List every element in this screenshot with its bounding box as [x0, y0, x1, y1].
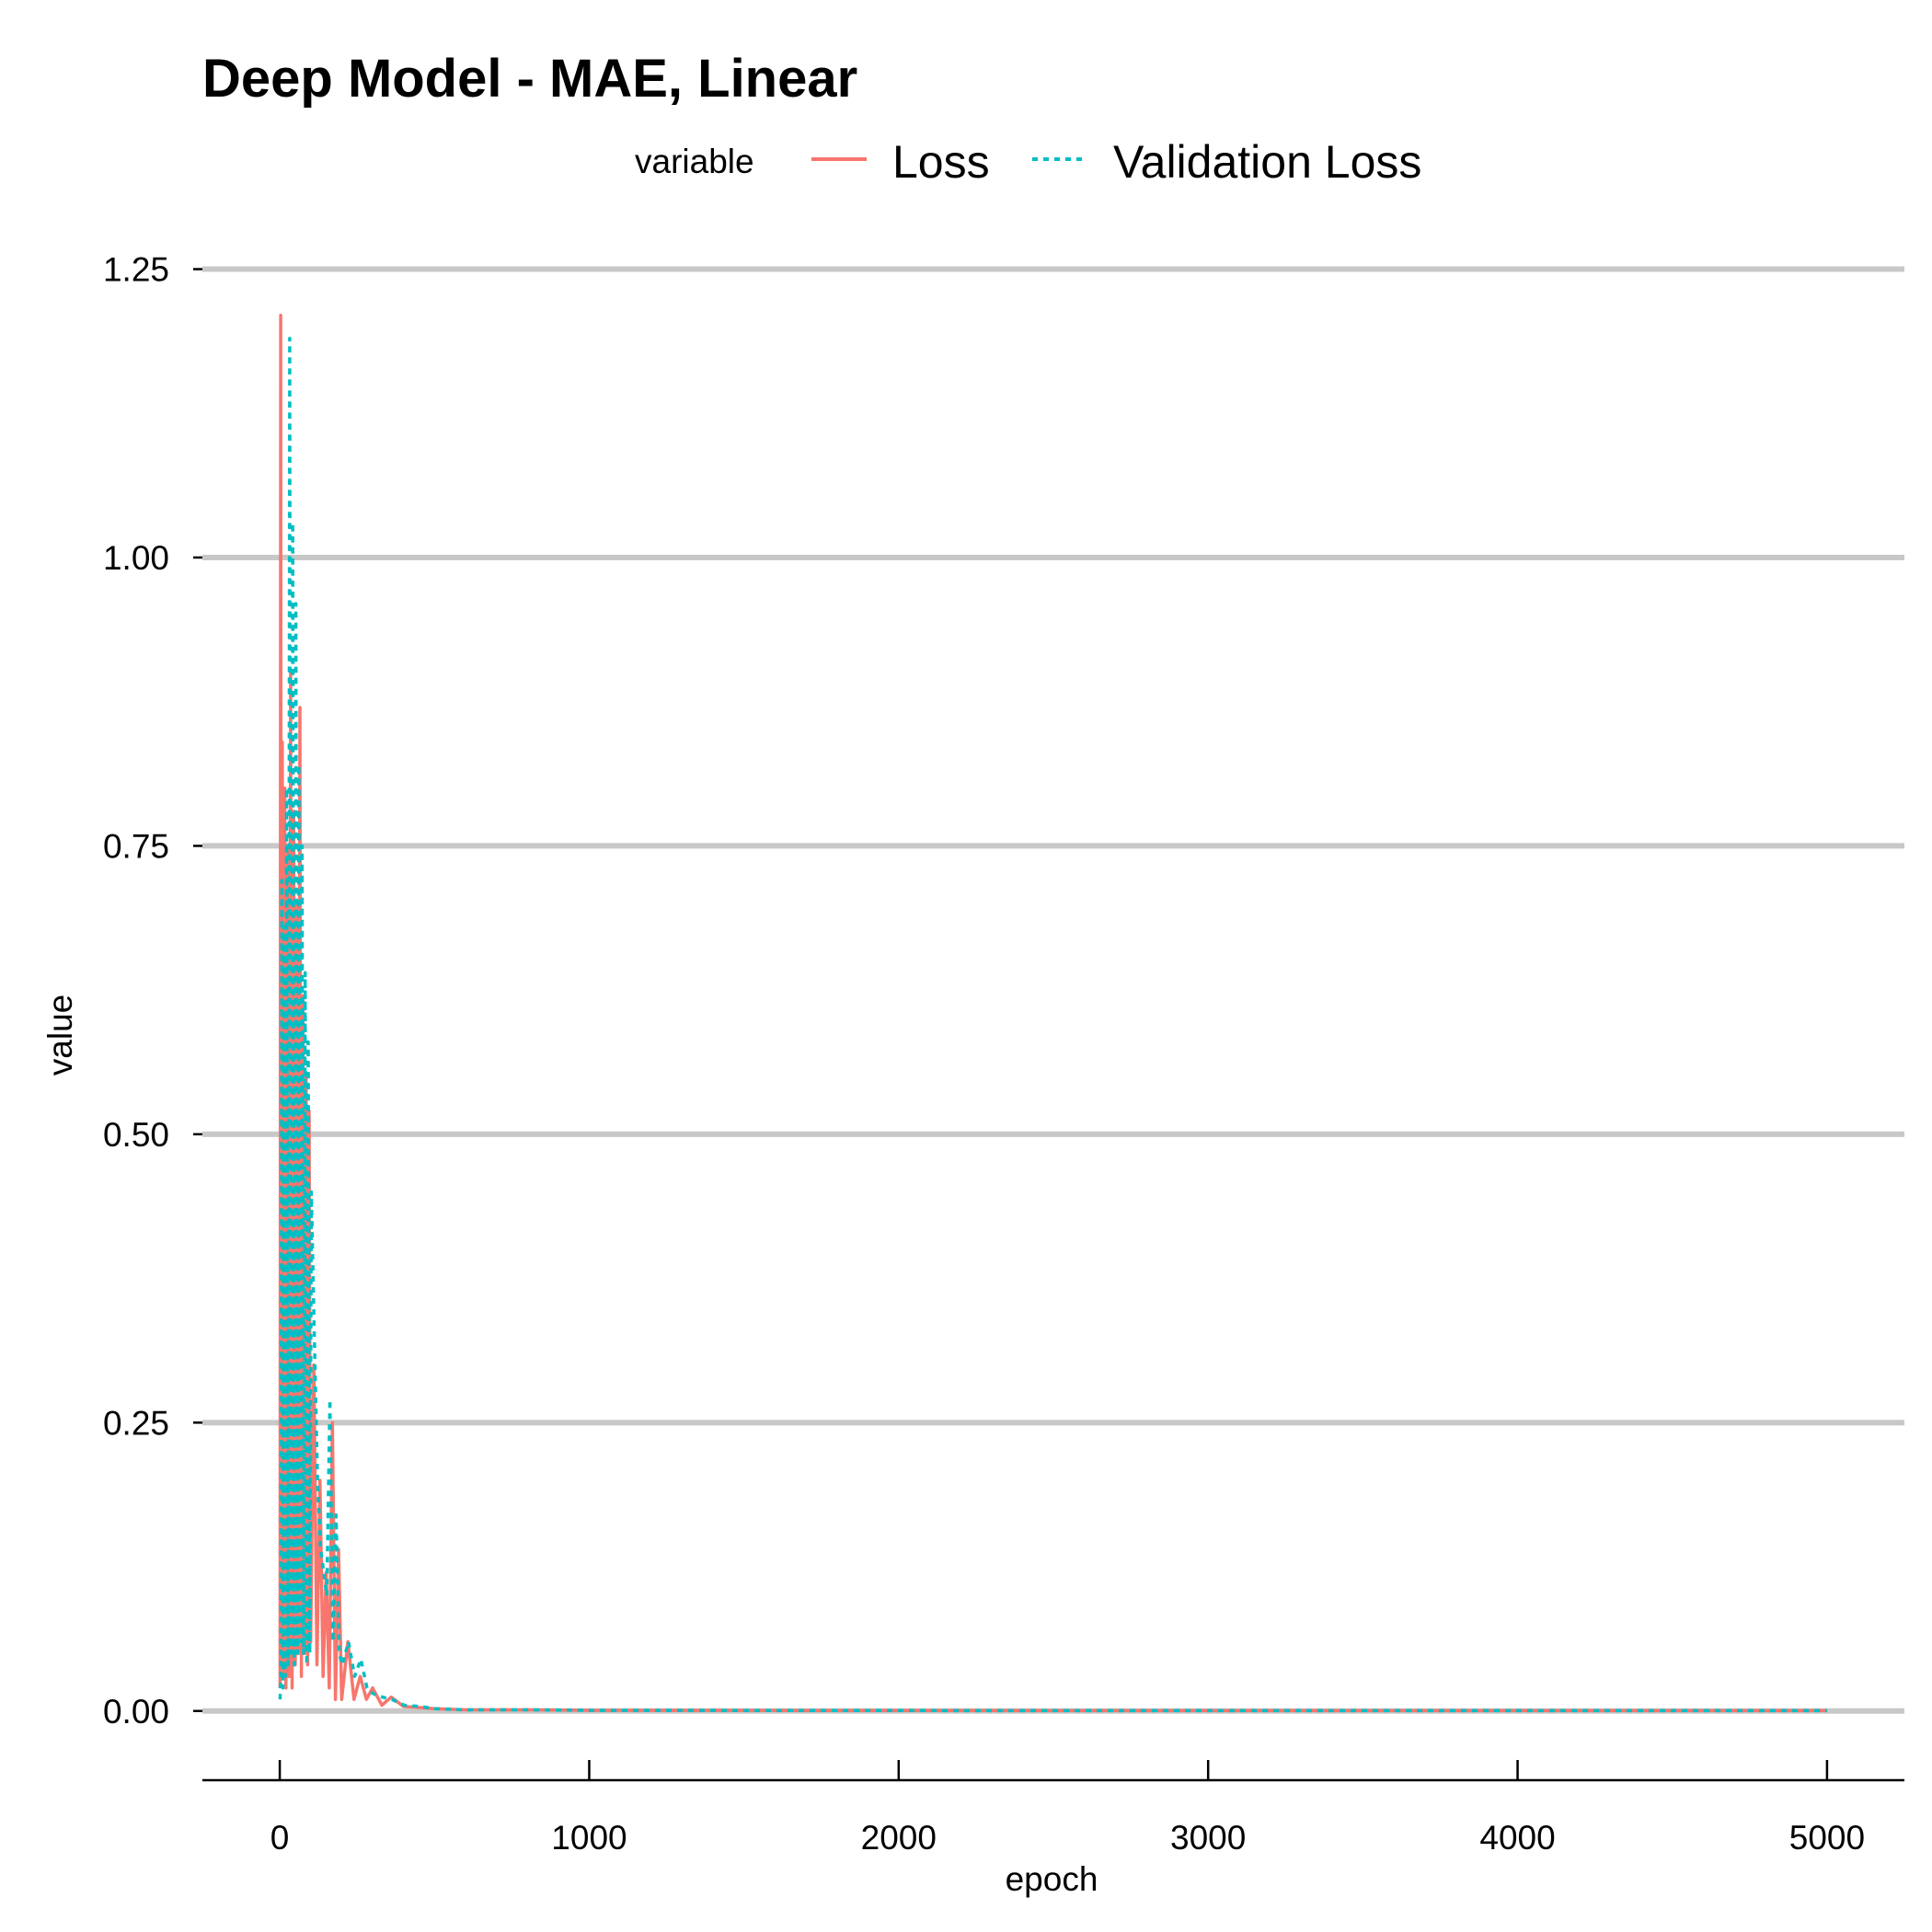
- y-axis: 0.00 0.25 0.50 0.75 1.00 1.25: [103, 251, 169, 1731]
- series-line-loss: [278, 313, 1827, 1713]
- grid: [193, 266, 1904, 1714]
- x-tick-label: 1000: [551, 1819, 627, 1857]
- y-tick-label: 1.25: [103, 251, 169, 289]
- x-tick-label: 3000: [1170, 1819, 1246, 1857]
- y-tick-label: 0.50: [103, 1116, 169, 1154]
- y-tick-label: 0.00: [103, 1693, 169, 1731]
- x-tick-label: 4000: [1479, 1819, 1555, 1857]
- x-tick-label: 0: [270, 1819, 290, 1857]
- x-axis-label: epoch: [1006, 1860, 1098, 1898]
- x-axis: 0 1000 2000 3000 4000 5000: [202, 1760, 1904, 1857]
- chart-title: Deep Model - MAE, Linear: [202, 49, 857, 109]
- x-tick-label: 2000: [861, 1819, 937, 1857]
- y-tick-label: 0.25: [103, 1404, 169, 1442]
- y-tick-label: 1.00: [103, 539, 169, 577]
- y-tick-label: 0.75: [103, 827, 169, 865]
- x-tick-label: 5000: [1789, 1819, 1865, 1857]
- legend-label-loss: Loss: [892, 136, 990, 188]
- series-line-validation-loss: [278, 337, 1827, 1713]
- y-axis-label: value: [41, 995, 79, 1075]
- legend: variable Loss Validation Loss: [635, 136, 1421, 188]
- series: [278, 313, 1827, 1713]
- legend-label-validation-loss: Validation Loss: [1113, 136, 1421, 188]
- legend-title: variable: [635, 143, 754, 180]
